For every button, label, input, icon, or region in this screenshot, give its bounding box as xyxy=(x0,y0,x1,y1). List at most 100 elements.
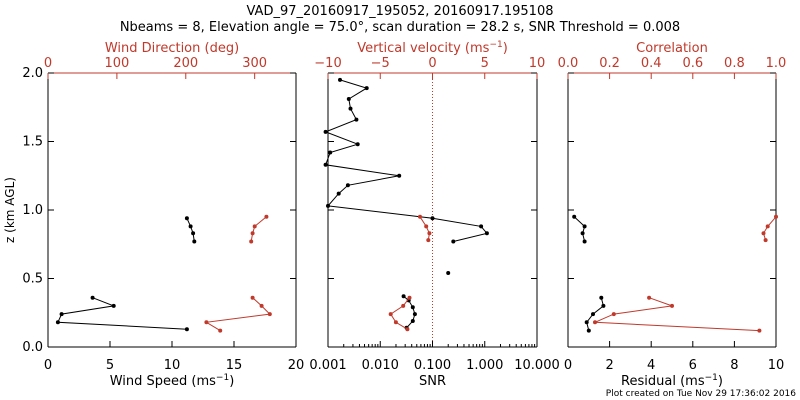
series-2-point xyxy=(424,224,429,229)
bottom-axis-label: SNR xyxy=(419,374,446,389)
series-1-point xyxy=(59,312,64,317)
bottom-axis-label: Wind Speed (ms−1) xyxy=(110,373,235,389)
y-tick-label: 2.0 xyxy=(22,66,43,81)
top-tick-label: 1.0 xyxy=(766,56,787,71)
top-tick-label: 0.4 xyxy=(641,56,662,71)
y-axis-label: z (km AGL) xyxy=(3,177,17,243)
x-tick-label: 4 xyxy=(647,358,655,373)
x-tick-label: 1.000 xyxy=(466,358,503,373)
top-axis-label: Wind Direction (deg) xyxy=(105,41,239,56)
series-1-point xyxy=(484,231,489,236)
series-2-point xyxy=(249,239,254,244)
series-1-point xyxy=(184,216,189,221)
series-1-point xyxy=(479,224,484,229)
series-2-point xyxy=(218,328,223,333)
series-1-point xyxy=(601,303,606,308)
bottom-axis-label-exponent: −1 xyxy=(216,373,229,383)
panel-2: 0.001 0.010 0.100 1.000 10.000 SNR −10 −5 0 5 10 Ve… xyxy=(309,40,559,389)
series-2-point xyxy=(757,328,762,333)
series-1-point xyxy=(451,239,456,244)
bottom-axis-label-main: SNR xyxy=(419,374,446,389)
top-axis-label-exponent: −1 xyxy=(489,40,502,50)
series-1-point xyxy=(188,224,193,229)
series-2-point xyxy=(401,303,406,308)
series-1-point xyxy=(599,295,604,300)
series-1-point xyxy=(336,191,341,196)
panel-1: 0.0 0.5 1.0 1.5 2.0 z (km AGL) 0 5 10 15 20 Wind Sp… xyxy=(3,41,304,389)
series-1-point xyxy=(323,129,328,134)
top-tick-label: 0.8 xyxy=(724,56,745,71)
x-tick-label: 10 xyxy=(768,358,785,373)
series-1-point xyxy=(55,320,60,325)
footer-timestamp: Plot created on Tue Nov 29 17:36:02 2016 xyxy=(606,389,796,399)
bottom-axis-label-main: Wind Speed (ms xyxy=(110,374,216,389)
top-tick-label: 0 xyxy=(44,56,52,71)
series-1-point xyxy=(323,162,328,167)
top-axis-label: Correlation xyxy=(636,41,708,56)
series-1-point xyxy=(586,328,591,333)
series-1-point xyxy=(111,303,116,308)
top-tick-label: 5 xyxy=(481,56,489,71)
y-tick-label: 1.0 xyxy=(22,203,43,218)
top-tick-label: 0.6 xyxy=(682,56,703,71)
series-2-point xyxy=(761,231,766,236)
x-tick-label: 15 xyxy=(226,358,243,373)
series-2-point xyxy=(405,327,410,332)
series-1-point xyxy=(446,271,451,275)
series-1-point xyxy=(354,117,359,122)
series-1-point xyxy=(401,294,406,299)
bottom-axis-label-close: ) xyxy=(229,374,234,389)
series-1-point xyxy=(412,312,417,317)
series-2-point xyxy=(774,214,778,219)
top-tick-label: −10 xyxy=(314,56,341,71)
series-1-point xyxy=(328,150,333,155)
series-2-point xyxy=(204,320,209,325)
series-2-point xyxy=(267,312,272,317)
series-1-line xyxy=(573,216,586,242)
x-tick-label: 0.001 xyxy=(309,358,346,373)
series-2-point xyxy=(250,295,255,300)
series-1-line xyxy=(186,217,195,242)
series-1-point xyxy=(338,77,342,82)
series-1-point xyxy=(346,97,351,101)
series-2-point xyxy=(388,312,393,317)
series-1-point xyxy=(355,142,360,147)
bottom-axis-label-main: Residual (ms xyxy=(621,374,705,389)
series-2-point xyxy=(393,320,398,325)
x-tick-label: 0 xyxy=(44,358,52,373)
series-2-point xyxy=(427,231,432,236)
top-axis-label-close: ) xyxy=(503,41,508,56)
series-1-point xyxy=(584,320,589,325)
top-tick-label: 300 xyxy=(242,56,267,71)
series-1-point xyxy=(192,239,197,244)
top-tick-label: 0 xyxy=(428,56,436,71)
top-axis-label-main: Wind Direction (deg) xyxy=(105,41,239,56)
series-1-point xyxy=(397,173,402,178)
series-1-point xyxy=(572,214,577,219)
series-1-point xyxy=(591,312,595,317)
series-2-point xyxy=(264,214,269,219)
figure-title: VAD_97_20160917_195052, 20160917.195108 xyxy=(247,4,554,19)
top-tick-label: 100 xyxy=(104,56,129,71)
top-tick-label: 0.2 xyxy=(599,56,620,71)
y-tick-label: 1.5 xyxy=(22,135,43,150)
series-2-point xyxy=(670,303,674,308)
series-1-point xyxy=(430,216,435,221)
top-axis-label: Vertical velocity (ms−1) xyxy=(357,40,508,56)
series-2-point xyxy=(647,295,652,300)
top-tick-label: −5 xyxy=(371,56,390,71)
series-1-point xyxy=(326,203,330,208)
top-tick-label: 200 xyxy=(173,56,198,71)
series-2-line xyxy=(762,216,777,241)
x-tick-label: 2 xyxy=(605,358,613,373)
panel-3: 0 2 4 6 8 10 Residual (ms−1) 0.0 0.2 0.4 0.6 0.8 1.0… xyxy=(558,41,787,389)
series-1-point xyxy=(184,327,189,332)
series-2-point xyxy=(763,238,768,243)
series-1-point xyxy=(580,231,585,236)
series-1-point xyxy=(348,106,353,111)
series-1-point xyxy=(191,231,196,236)
x-tick-label: 5 xyxy=(106,358,114,373)
